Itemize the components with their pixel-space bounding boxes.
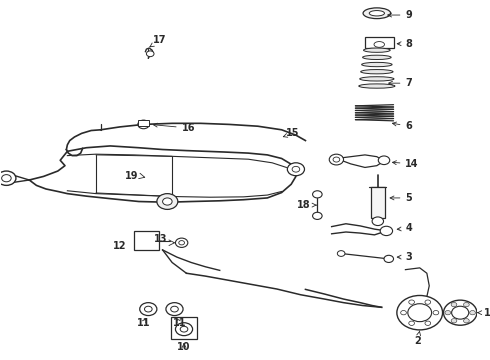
Ellipse shape	[363, 8, 391, 19]
Text: 19: 19	[125, 171, 138, 181]
Text: 11: 11	[137, 318, 150, 328]
Bar	[134, 231, 159, 250]
Circle shape	[451, 319, 457, 323]
Text: 4: 4	[397, 224, 412, 233]
Text: 3: 3	[397, 252, 412, 262]
Circle shape	[287, 163, 304, 176]
Circle shape	[378, 156, 390, 165]
Circle shape	[180, 326, 188, 332]
Text: 9: 9	[388, 10, 412, 20]
Circle shape	[445, 311, 451, 315]
Circle shape	[464, 302, 469, 307]
Circle shape	[372, 217, 384, 226]
Circle shape	[175, 323, 193, 336]
Ellipse shape	[363, 55, 391, 59]
Ellipse shape	[360, 77, 394, 81]
Text: 18: 18	[296, 200, 316, 210]
Circle shape	[425, 300, 431, 304]
Circle shape	[166, 303, 183, 316]
Bar	[138, 120, 149, 126]
Text: 8: 8	[397, 39, 412, 49]
Circle shape	[397, 296, 442, 330]
Text: 1: 1	[478, 308, 490, 318]
Circle shape	[313, 212, 322, 220]
Circle shape	[292, 166, 300, 172]
Circle shape	[157, 194, 178, 210]
Ellipse shape	[364, 48, 390, 52]
Ellipse shape	[361, 69, 393, 74]
Text: 16: 16	[153, 123, 195, 133]
Text: 17: 17	[150, 35, 167, 47]
Ellipse shape	[369, 10, 385, 16]
Text: 7: 7	[389, 78, 412, 88]
Circle shape	[163, 198, 172, 205]
Circle shape	[175, 238, 188, 247]
Circle shape	[1, 175, 11, 182]
Circle shape	[140, 303, 157, 316]
Circle shape	[147, 51, 154, 57]
Ellipse shape	[362, 62, 392, 67]
Text: 11: 11	[172, 318, 186, 328]
Circle shape	[179, 240, 185, 245]
Text: 10: 10	[177, 342, 191, 352]
Circle shape	[464, 319, 469, 323]
Circle shape	[380, 226, 392, 235]
Circle shape	[443, 300, 477, 325]
Circle shape	[313, 191, 322, 198]
Circle shape	[425, 321, 431, 325]
Text: 12: 12	[113, 241, 127, 251]
Circle shape	[0, 171, 16, 185]
Circle shape	[337, 251, 345, 256]
Circle shape	[433, 311, 439, 315]
Bar	[365, 37, 393, 48]
Circle shape	[409, 321, 415, 325]
Text: 5: 5	[390, 193, 412, 203]
Text: 6: 6	[392, 121, 412, 131]
Ellipse shape	[359, 84, 395, 88]
Circle shape	[451, 302, 457, 307]
Circle shape	[384, 255, 393, 262]
Text: 14: 14	[392, 159, 419, 169]
Text: 15: 15	[283, 129, 300, 138]
Circle shape	[408, 304, 432, 321]
Circle shape	[171, 306, 178, 312]
Circle shape	[452, 306, 469, 319]
Circle shape	[470, 311, 475, 315]
Ellipse shape	[374, 41, 385, 47]
Text: 2: 2	[414, 331, 421, 346]
Bar	[171, 318, 197, 339]
Circle shape	[145, 306, 152, 312]
Circle shape	[409, 300, 415, 304]
Circle shape	[329, 154, 343, 165]
Circle shape	[138, 120, 149, 129]
Circle shape	[333, 157, 340, 162]
Bar	[370, 187, 385, 218]
Circle shape	[401, 311, 406, 315]
Circle shape	[141, 123, 146, 126]
Text: 13: 13	[154, 234, 168, 244]
